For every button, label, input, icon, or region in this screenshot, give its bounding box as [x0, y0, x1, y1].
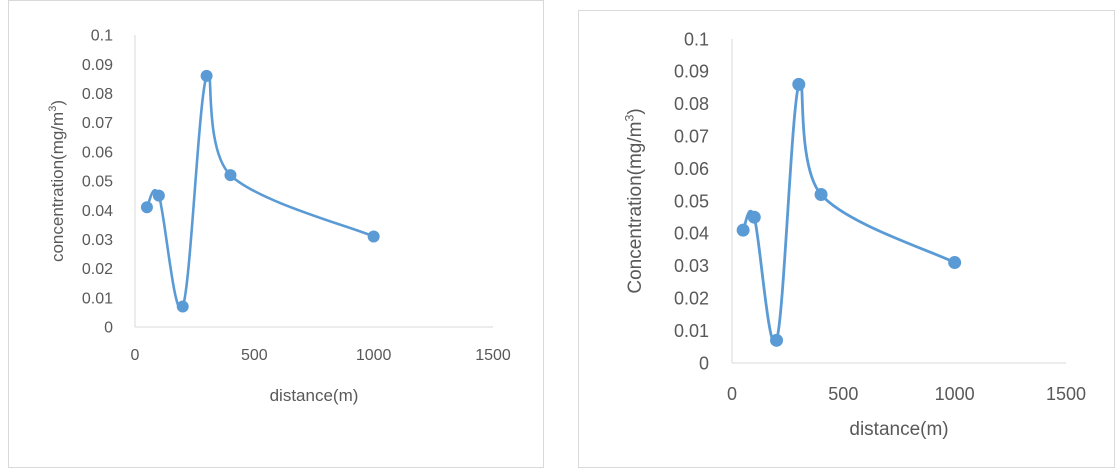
chart-right-data-point: [747, 210, 761, 224]
chart-left-y-tick-label: 0.04: [82, 203, 113, 220]
chart-right-data-point: [736, 223, 750, 237]
chart-left-series-line: [145, 71, 375, 311]
chart-right-y-tick-label: 0.1: [684, 29, 709, 49]
chart-right-x-tick-label: 0: [727, 384, 737, 404]
chart-left-y-tick-label: 0.1: [91, 28, 113, 45]
chart-left-y-tick-label: 0.01: [82, 290, 113, 307]
chart-left-y-tick-label: 0.03: [82, 232, 113, 249]
chart-left-y-tick-label: 0.06: [82, 144, 113, 161]
chart-left-x-axis-title: distance(m): [270, 386, 359, 405]
chart-right-y-tick-label: 0.03: [674, 256, 709, 276]
chart-left-x-tick-label: 1500: [475, 347, 511, 364]
chart-left-data-point: [367, 230, 380, 243]
chart-right-x-tick-label: 500: [828, 384, 858, 404]
chart-right-data-point: [792, 77, 806, 91]
chart-left-data-point: [140, 201, 153, 214]
chart-left-data-point: [200, 69, 213, 82]
chart-left-y-tick-label: 0: [104, 320, 113, 337]
chart-right-y-axis-title: Concentration(mg/m3): [622, 108, 646, 293]
chart-panel-right: 0 0.01 0.02 0.03 0.04 0.05 0.06 0.07 0.08 0.09 0.1…: [578, 10, 1115, 468]
chart-right-y-tick-label: 0.09: [674, 62, 709, 82]
chart-panel-left: 0 0.01 0.02 0.03 0.04 0.05 0.06 0.07 0.08 0.09 0.1…: [8, 0, 544, 468]
chart-left-y-tick-label: 0.09: [82, 57, 113, 74]
chart-left-y-tick-label: 0.08: [82, 86, 113, 103]
chart-right-x-tick-label: 1500: [1046, 384, 1086, 404]
chart-left-data-point: [176, 300, 189, 313]
chart-right-y-tick-label: 0.08: [674, 94, 709, 114]
chart-right-x-tick-label: 1000: [935, 384, 975, 404]
chart-left-y-tick-label: 0.07: [82, 115, 113, 132]
chart-right-x-axis-title: distance(m): [849, 419, 948, 440]
chart-right-y-tick-label: 0.07: [674, 127, 709, 147]
chart-right-svg: 0 0.01 0.02 0.03 0.04 0.05 0.06 0.07 0.08 0.09 0.1…: [622, 29, 1086, 440]
chart-right-y-tick-label: 0.05: [674, 191, 709, 211]
chart-right-y-tick-label: 0.01: [674, 321, 709, 341]
chart-right-data-point: [814, 188, 828, 202]
chart-left-y-tick-label: 0.02: [82, 261, 113, 278]
chart-left-x-tick-label: 1000: [356, 347, 392, 364]
chart-left-svg: 0 0.01 0.02 0.03 0.04 0.05 0.06 0.07 0.08 0.09 0.1…: [47, 28, 511, 405]
chart-left-y-axis-title: concentration(mg/m3): [47, 100, 67, 262]
chart-left-x-tick-label: 0: [131, 347, 140, 364]
chart-right-y-tick-label: 0.04: [674, 224, 709, 244]
chart-left-data-point: [152, 189, 165, 202]
chart-right-series-line: [741, 79, 957, 345]
chart-left-data-point: [224, 169, 237, 182]
chart-right-y-tick-label: 0: [699, 353, 709, 373]
chart-right-y-tick-label: 0.02: [674, 289, 709, 309]
chart-left-x-tick-label: 500: [241, 347, 268, 364]
chart-left-y-tick-label: 0.05: [82, 174, 113, 191]
chart-right-data-point: [770, 333, 784, 347]
chart-right-data-point: [948, 256, 962, 270]
chart-right-y-tick-label: 0.06: [674, 159, 709, 179]
